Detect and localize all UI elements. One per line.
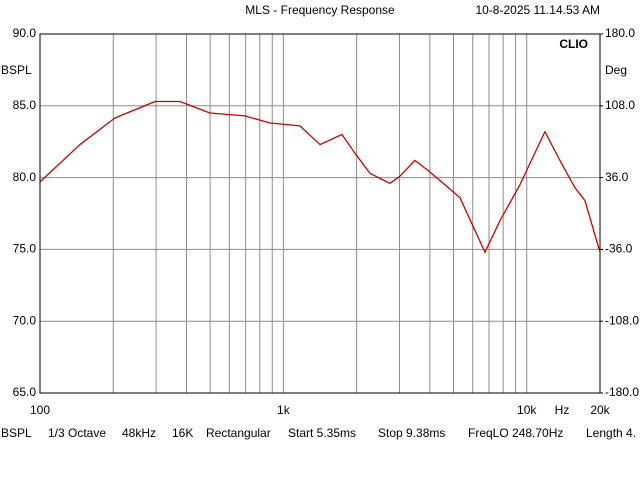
footer-item: 48kHz — [122, 426, 156, 440]
y2-tick-label: 36.0 — [605, 170, 629, 184]
brand: CLIO — [559, 37, 588, 51]
y-tick-label: 75.0 — [13, 242, 37, 256]
timestamp: 10-8-2025 11.14.53 AM — [475, 3, 600, 17]
footer-item: 1/3 Octave — [48, 426, 106, 440]
y-tick-label: 70.0 — [13, 313, 37, 327]
y2-tick-label: 180.0 — [605, 26, 635, 40]
x-tick-label: 10k — [517, 403, 537, 417]
y-axis-label: BSPL — [1, 63, 32, 77]
chart-title: MLS - Frequency Response — [245, 3, 395, 17]
x-tick-label: 20k — [590, 403, 610, 417]
x-tick-label: 1k — [277, 403, 291, 417]
x-axis-label: Hz — [555, 403, 570, 417]
y2-axis-label: Deg — [605, 63, 627, 77]
plot-border — [39, 33, 601, 394]
footer-item: Rectangular — [206, 426, 271, 440]
footer-item: Start 5.35ms — [288, 426, 356, 440]
footer-item: FreqLO 248.70Hz — [468, 426, 563, 440]
y2-tick-label: 108.0 — [605, 98, 635, 112]
response-curve — [39, 100, 601, 253]
footer-item: 16K — [172, 426, 193, 440]
footer-item: BSPL — [1, 426, 32, 440]
x-tick-label: 100 — [30, 403, 50, 417]
y2-tick-label: -36.0 — [605, 242, 633, 256]
y2-tick-label: -180.0 — [605, 385, 639, 399]
y2-tick-label: -108.0 — [605, 313, 639, 327]
footer-item: Length 4. — [586, 426, 636, 440]
y-tick-label: 80.0 — [13, 170, 37, 184]
y-tick-label: 85.0 — [13, 98, 37, 112]
footer-item: Stop 9.38ms — [378, 426, 445, 440]
y-tick-label: 90.0 — [13, 26, 37, 40]
y-tick-label: 65.0 — [13, 385, 37, 399]
